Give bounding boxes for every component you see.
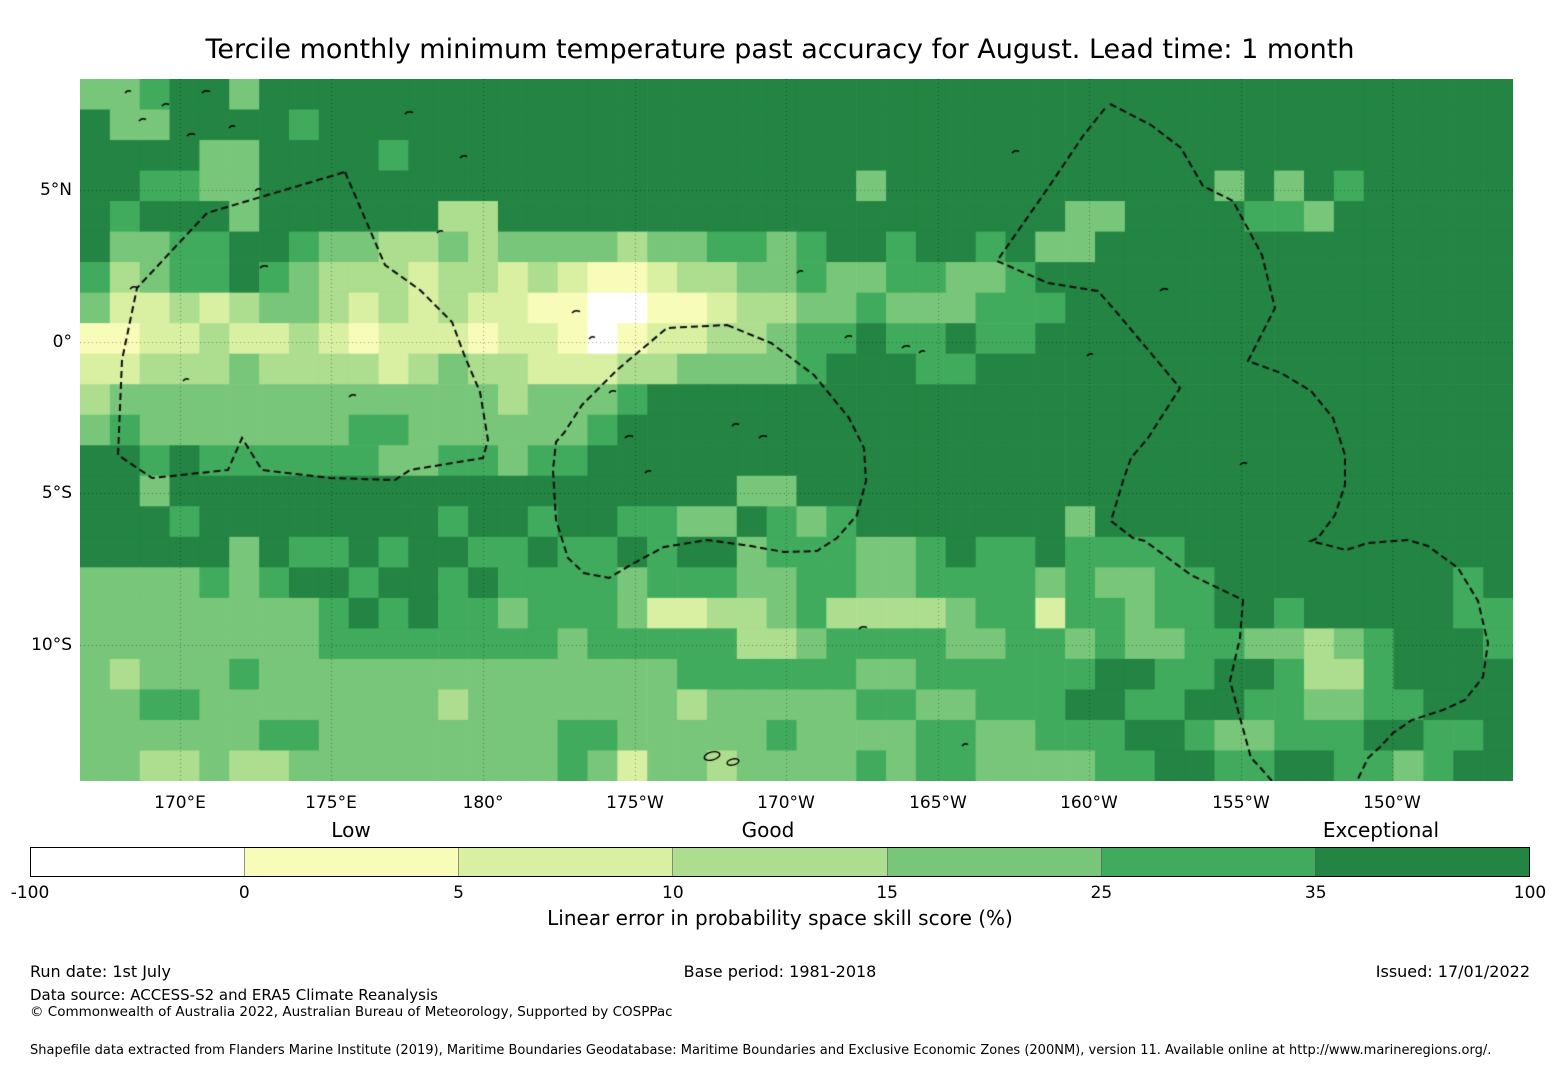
lat-tick-1: 0° xyxy=(52,332,72,352)
colorbar-segment-4 xyxy=(887,848,1102,876)
colorbar-segment-2 xyxy=(459,848,674,876)
lat-tick-2: 5°S xyxy=(41,483,72,503)
base-period: Base period: 1981-2018 xyxy=(683,962,877,981)
quality-label-exceptional: Exceptional xyxy=(1322,818,1440,842)
lon-tick-2: 180° xyxy=(462,793,504,813)
colorbar-tick-1: 0 xyxy=(238,883,250,903)
colorbar-segment-3 xyxy=(673,848,888,876)
colorbar-tick-3: 10 xyxy=(662,883,684,903)
data-source: Data source: ACCESS-S2 and ERA5 Climate … xyxy=(30,986,438,1004)
lon-tick-0: 170°E xyxy=(154,793,206,813)
colorbar-tick-4: 15 xyxy=(876,883,898,903)
lon-tick-4: 170°W xyxy=(757,793,815,813)
lon-tick-3: 175°W xyxy=(606,793,664,813)
lon-tick-6: 160°W xyxy=(1060,793,1118,813)
quality-label-good: Good xyxy=(741,818,795,842)
lat-tick-0: 5°N xyxy=(39,180,72,200)
lon-tick-7: 155°W xyxy=(1212,793,1270,813)
shapefile-note: Shapefile data extracted from Flanders M… xyxy=(30,1043,1492,1058)
colorbar-tick-0: -100 xyxy=(10,883,50,903)
colorbar-segment-5 xyxy=(1101,848,1316,876)
colorbar xyxy=(30,847,1530,877)
issued-date: Issued: 17/01/2022 xyxy=(1375,962,1530,981)
colorbar-segment-0 xyxy=(31,848,246,876)
colorbar-segment-1 xyxy=(245,848,460,876)
pacific-skill-map xyxy=(80,79,1513,781)
colorbar-tick-5: 25 xyxy=(1090,883,1113,903)
copyright-line: © Commonwealth of Australia 2022, Austra… xyxy=(30,1004,673,1020)
colorbar-tick-7: 100 xyxy=(1513,883,1547,903)
skill-heatmap-canvas xyxy=(80,79,1513,781)
figure-title: Tercile monthly minimum temperature past… xyxy=(205,34,1355,65)
lon-tick-5: 165°W xyxy=(909,793,967,813)
lat-tick-3: 10°S xyxy=(31,635,72,655)
lon-tick-1: 175°E xyxy=(305,793,357,813)
lon-tick-8: 150°W xyxy=(1363,793,1421,813)
colorbar-segment-6 xyxy=(1315,848,1529,876)
colorbar-caption: Linear error in probability space skill … xyxy=(547,906,1013,930)
quality-label-low: Low xyxy=(331,818,371,842)
run-date: Run date: 1st July xyxy=(30,962,171,981)
colorbar-tick-6: 35 xyxy=(1304,883,1327,903)
colorbar-tick-2: 5 xyxy=(453,883,464,903)
